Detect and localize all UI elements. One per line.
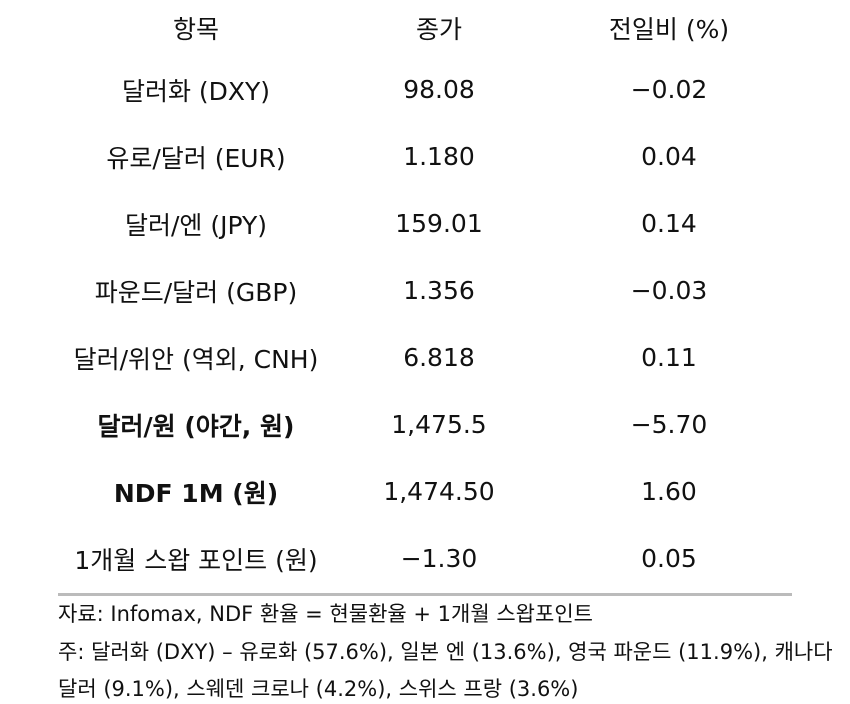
table-cell: 0.11 — [641, 343, 697, 372]
table-row: 1개월 스왑 포인트 (원) −1.30 0.05 — [58, 525, 794, 592]
table-cell: 159.01 — [395, 209, 483, 238]
table-cell: −5.70 — [630, 410, 708, 439]
table-cell: 유로/달러 (EUR) — [106, 143, 286, 173]
table-cell: 98.08 — [403, 75, 475, 104]
table-row: 유로/달러 (EUR) 1.180 0.04 — [58, 123, 794, 190]
footnote: 주: 달러화 (DXY) – 유로화 (57.6%), 일본 엔 (13.6%)… — [58, 639, 833, 702]
table-cell: 0.14 — [641, 209, 697, 238]
table-cell: 파운드/달러 (GBP) — [94, 277, 298, 307]
header-cell: 항목 — [172, 15, 219, 44]
table-row: 파운드/달러 (GBP) 1.356 −0.03 — [58, 257, 794, 324]
table-cell: −0.02 — [630, 75, 708, 104]
table-row: NDF 1M (원) 1,474.50 1.60 — [58, 458, 794, 525]
table-cell: 1.180 — [403, 142, 475, 171]
notes: 자료: Infomax, NDF 환율 = 현물환율 + 1개월 스왑포인트 주… — [58, 596, 848, 704]
table-header: 항목 종가 전일비 (%) — [58, 0, 794, 56]
table-cell: 1,475.5 — [391, 410, 487, 439]
header-cell: 종가 — [415, 15, 462, 44]
table-row: 달러화 (DXY) 98.08 −0.02 — [58, 56, 794, 123]
fx-table: 항목 종가 전일비 (%) 달러화 (DXY) 98.08 −0.02 유로/달러 (EU… — [58, 0, 794, 592]
table-cell: 달러화 (DXY) — [121, 76, 271, 106]
table-cell: 달러/위안 (역외, CNH) — [73, 344, 319, 374]
table-row: 달러/엔 (JPY) 159.01 0.14 — [58, 190, 794, 257]
table-cell: 1.60 — [641, 477, 697, 506]
table-row: 달러/원 (야간, 원) 1,475.5 −5.70 — [58, 391, 794, 458]
table-cell: 달러/원 (야간, 원) — [97, 411, 295, 441]
source-note: 자료: Infomax, NDF 환율 = 현물환율 + 1개월 스왑포인트 — [58, 602, 593, 626]
header-row: 항목 종가 전일비 (%) — [58, 0, 794, 56]
table-cell: 달러/엔 (JPY) — [124, 210, 268, 240]
table-cell: 1,474.50 — [383, 477, 495, 506]
header-cell: 전일비 (%) — [608, 15, 730, 44]
table-cell: NDF 1M (원) — [113, 478, 279, 508]
table-row: 달러/위안 (역외, CNH) 6.818 0.11 — [58, 324, 794, 391]
table-cell: 6.818 — [403, 343, 475, 372]
table-cell: 0.04 — [641, 142, 697, 171]
table-cell: 0.05 — [641, 544, 697, 573]
table-cell: 1.356 — [403, 276, 475, 305]
separator — [58, 593, 792, 596]
table-cell: −0.03 — [630, 276, 708, 305]
table-cell: −1.30 — [400, 544, 478, 573]
table-body: 달러화 (DXY) 98.08 −0.02 유로/달러 (EUR) 1.180 0.04 달… — [58, 56, 794, 592]
table-cell: 1개월 스왑 포인트 (원) — [74, 545, 318, 575]
